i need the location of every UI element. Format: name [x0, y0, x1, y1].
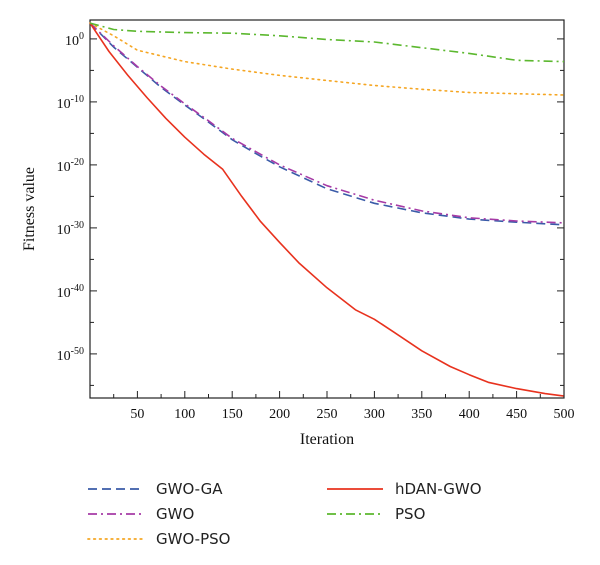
legend-label-pso: PSO: [395, 505, 425, 523]
y-tick-label: 10-50: [57, 346, 84, 364]
tick-layer: 50 100 150 200 250 300 350 400 450 500 100 10-10 10-…: [57, 31, 575, 422]
series-line-gwo-pso: [89, 22, 565, 96]
y-tick-label: 10-30: [57, 220, 84, 238]
x-tick-label: 50: [130, 407, 144, 422]
y-tick-label: 10-20: [57, 157, 84, 175]
y-axis-title: Fitness value: [21, 167, 38, 251]
plot-frame: [89, 19, 565, 399]
x-axis-title: Iteration: [300, 431, 354, 448]
x-tick-label: 100: [174, 407, 195, 422]
legend-label-gwo: GWO: [156, 505, 194, 523]
x-tick-label: 300: [364, 407, 385, 422]
series-line-pso: [89, 22, 565, 63]
legend-label-gwo-ga: GWO-GA: [156, 480, 223, 498]
x-tick-label: 400: [459, 407, 480, 422]
series-line-gwo-ga: [89, 22, 565, 226]
y-tick-label: 10-10: [57, 94, 84, 112]
y-tick-label: 100: [65, 31, 84, 49]
series-line-hdan-gwo: [89, 22, 565, 397]
x-tick-label: 250: [317, 407, 338, 422]
series-line-gwo: [89, 22, 565, 224]
x-tick-label: 500: [554, 407, 575, 422]
legend-label-hdan-gwo: hDAN-GWO: [395, 480, 482, 498]
x-tick-label: 200: [269, 407, 290, 422]
y-tick-label: 10-40: [57, 283, 84, 301]
series-layer: [89, 22, 565, 397]
legend: GWO-GA hDAN-GWO GWO PSO GWO-PSO: [87, 480, 482, 548]
x-tick-label: 450: [506, 407, 527, 422]
legend-label-gwo-pso: GWO-PSO: [156, 530, 230, 548]
x-tick-label: 150: [222, 407, 243, 422]
x-tick-label: 350: [411, 407, 432, 422]
